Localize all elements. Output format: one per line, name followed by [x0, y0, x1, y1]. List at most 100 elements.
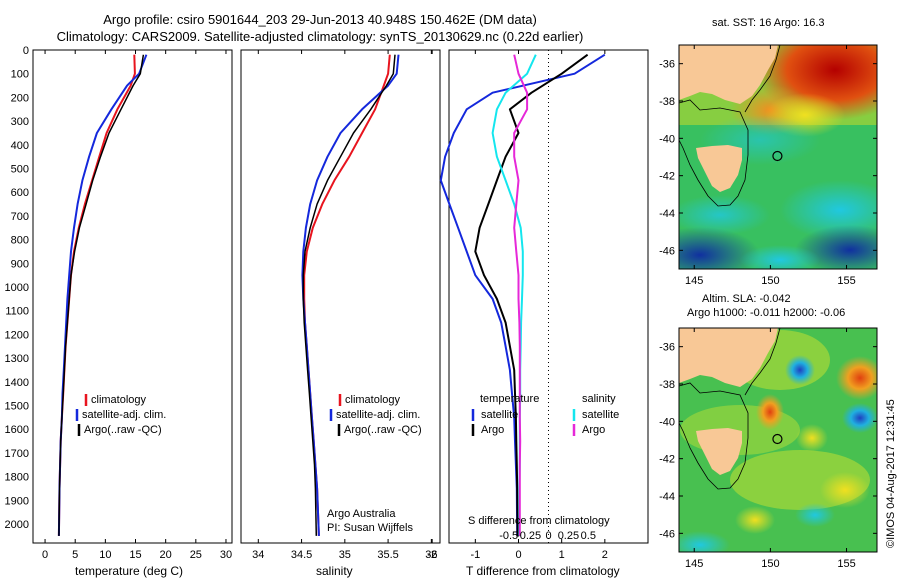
series-line-salinity-argo [513, 54, 529, 536]
map-lon-tick: 155 [837, 275, 855, 287]
sst-float-marker [772, 150, 783, 162]
x-tick-label: -2 [427, 549, 437, 561]
sst-bathy-contour [679, 99, 749, 207]
sla-bathy-contour [679, 382, 749, 490]
imos-credit: ©IMOS 04-Aug-2017 12:31:45 [885, 399, 897, 548]
temperature-xlabel: temperature (deg C) [75, 564, 183, 578]
s-diff-label: S difference from climatology [468, 515, 610, 527]
sla-tasmania-shape [696, 428, 742, 475]
depth-tick-label: 200 [11, 92, 29, 104]
plot-title-line2: Climatology: CARS2009. Satellite-adjuste… [56, 29, 584, 44]
legend-salinity-head: salinity [582, 393, 616, 405]
argo-australia-note: Argo Australia [327, 508, 396, 520]
map-lat-tick: -38 [659, 96, 675, 108]
s-tick-label: 0.5 [581, 530, 596, 542]
mainland-shape [679, 45, 778, 104]
depth-tick-label: 0 [23, 45, 29, 57]
sla-map-title1: Altim. SLA: -0.042 [702, 293, 791, 305]
depth-tick-label: 500 [11, 164, 29, 176]
diff-legend-s-sat-label: satellite [582, 409, 619, 421]
series-line-temperature-argo [474, 53, 589, 536]
depth-tick-label: 1700 [5, 448, 29, 460]
salinity-panel: 34 34.5 35 35.5 36 salinity climatology sate… [240, 49, 441, 578]
map-lon-tick: 150 [761, 275, 779, 287]
sal-legend-argo-label: Argo(..raw -QC) [344, 424, 422, 436]
x-tick-label: 34.5 [291, 549, 312, 561]
map-lon-tick: 145 [685, 558, 703, 570]
temperature-axes-frame [32, 49, 233, 544]
series-line-argo-raw-qc- [58, 54, 145, 536]
sst-map-title: sat. SST: 16 Argo: 16.3 [712, 17, 825, 29]
x-tick-label: 1 [559, 549, 565, 561]
sla-mainland-shape [679, 328, 778, 387]
legend-satellite-label: satellite-adj. clim. [82, 409, 166, 421]
diff-legend-t-argo-label: Argo [481, 424, 504, 436]
series-line-argo-raw-qc- [302, 54, 396, 536]
series-line-temperature-satellite [439, 53, 606, 536]
map-lon-tick: 155 [837, 558, 855, 570]
map-lon-tick: 145 [685, 275, 703, 287]
sal-legend-satellite-label: satellite-adj. clim. [336, 409, 420, 421]
x-tick-label: 25 [190, 549, 202, 561]
map-lat-tick: -44 [659, 208, 675, 220]
x-tick-label: 0 [42, 549, 48, 561]
legend-temperature-head: temperature [480, 393, 539, 405]
depth-tick-label: 1800 [5, 472, 29, 484]
legend-argo-label: Argo(..raw -QC) [84, 424, 162, 436]
difference-panel: -2 -1 0 1 2 T difference from climatology S … [427, 49, 649, 578]
sla-map-title2: Argo h1000: -0.011 h2000: -0.06 [687, 307, 845, 319]
temperature-panel: 0 5 10 15 20 25 30 temperature (deg C) climato… [32, 49, 233, 578]
diff-legend-t-sat-label: satellite [481, 409, 518, 421]
map-lat-tick: -40 [659, 133, 675, 145]
x-tick-label: 36 [425, 549, 437, 561]
series-line-satellite-adj-clim- [301, 54, 400, 536]
map-lat-tick: -42 [659, 171, 675, 183]
depth-tick-label: 300 [11, 116, 29, 128]
depth-tick-label: 700 [11, 211, 29, 223]
x-tick-label: -1 [470, 549, 480, 561]
depth-tick-label: 900 [11, 258, 29, 270]
map-lat-tick: -42 [659, 454, 675, 466]
difference-axes-frame [448, 49, 649, 544]
depth-tick-label: 100 [11, 69, 29, 81]
x-tick-label: 0 [515, 549, 521, 561]
tasmania-shape [696, 145, 742, 192]
salinity-xlabel: salinity [316, 564, 353, 578]
depth-tick-label: 1400 [5, 377, 29, 389]
depth-tick-label: 1300 [5, 353, 29, 365]
plot-title-line1: Argo profile: csiro 5901644_203 29-Jun-2… [103, 12, 537, 27]
legend-climatology-label: climatology [91, 394, 147, 406]
x-tick-label: 35.5 [377, 549, 398, 561]
map-lat-tick: -46 [659, 245, 675, 257]
map-lon-tick: 150 [761, 558, 779, 570]
map-lat-tick: -36 [659, 342, 675, 354]
depth-tick-label: 1500 [5, 401, 29, 413]
depth-tick-label: 400 [11, 140, 29, 152]
sla-map: Altim. SLA: -0.042 Argo h1000: -0.011 h2… [659, 293, 878, 570]
map-lat-tick: -46 [659, 528, 675, 540]
salinity-axes-frame [240, 49, 441, 544]
depth-tick-label: 1200 [5, 329, 29, 341]
depth-tick-label: 600 [11, 187, 29, 199]
x-tick-label: 20 [160, 549, 172, 561]
depth-tick-label: 2000 [5, 519, 29, 531]
map-lat-tick: -38 [659, 379, 675, 391]
x-tick-label: 35 [339, 549, 351, 561]
diff-legend-s-argo-label: Argo [582, 424, 605, 436]
depth-tick-label: 800 [11, 235, 29, 247]
map-lat-tick: -44 [659, 491, 675, 503]
x-tick-label: 34 [252, 549, 264, 561]
t-diff-xlabel: T difference from climatology [466, 564, 620, 578]
x-tick-label: 10 [99, 549, 111, 561]
s-tick-label: -0.5 [499, 530, 518, 542]
x-tick-label: 5 [72, 549, 78, 561]
x-tick-label: 30 [220, 549, 232, 561]
s-tick-label: 0 [545, 530, 551, 542]
map-lat-tick: -40 [659, 416, 675, 428]
x-tick-label: 2 [602, 549, 608, 561]
s-tick-label: 0.25 [558, 530, 579, 542]
map-lat-tick: -36 [659, 59, 675, 71]
sst-map: sat. SST: 16 Argo: 16.3 -36 -38 -40 -42 -44 -… [659, 17, 878, 287]
x-tick-label: 15 [129, 549, 141, 561]
